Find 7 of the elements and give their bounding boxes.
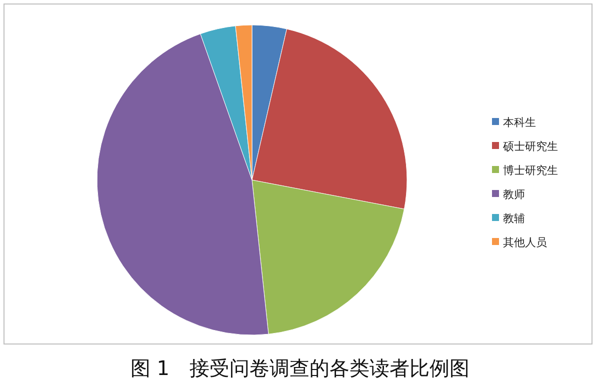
legend-label: 教辅 xyxy=(503,212,525,225)
legend-label: 其他人员 xyxy=(503,236,547,249)
legend-label: 本科生 xyxy=(503,116,536,129)
text: 图 1 接受问卷调查的各类读者比例图 xyxy=(130,356,470,380)
legend-label: 教师 xyxy=(503,188,525,201)
legend-label: 硕士研究生 xyxy=(502,140,558,153)
legend-label: 博士研究生 xyxy=(503,164,558,177)
